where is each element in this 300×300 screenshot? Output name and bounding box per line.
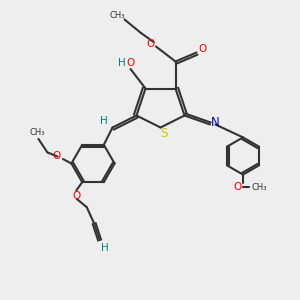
Text: H: H: [101, 243, 109, 253]
Text: CH₃: CH₃: [29, 128, 45, 137]
Text: O: O: [146, 39, 155, 49]
Text: O: O: [53, 151, 61, 161]
Text: O: O: [198, 44, 207, 55]
Text: H: H: [118, 58, 125, 68]
Text: N: N: [211, 116, 220, 129]
Text: H: H: [100, 116, 108, 127]
Text: O: O: [126, 58, 135, 68]
Text: CH₃: CH₃: [252, 183, 267, 192]
Text: CH₃: CH₃: [109, 11, 125, 20]
Text: O: O: [73, 191, 81, 201]
Text: O: O: [233, 182, 242, 192]
Text: S: S: [160, 127, 167, 140]
